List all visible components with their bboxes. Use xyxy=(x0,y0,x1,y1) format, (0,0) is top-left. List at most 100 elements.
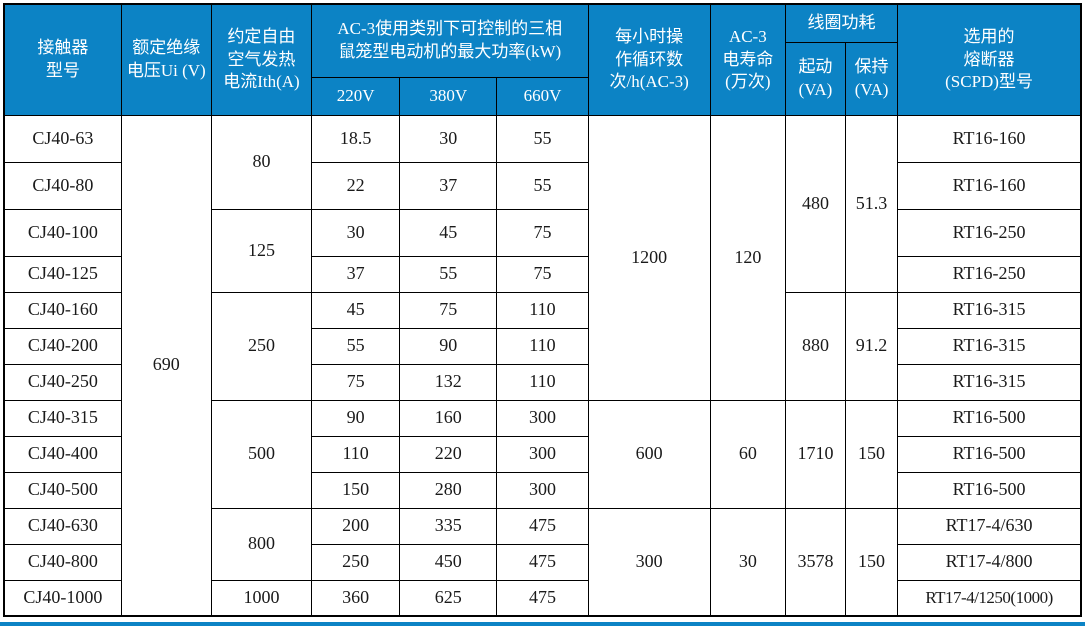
cell-p660: 475 xyxy=(496,543,589,581)
cell-p660: 475 xyxy=(496,507,589,545)
bottom-accent-rule xyxy=(0,622,1085,626)
cell-p220: 45 xyxy=(311,291,401,329)
cell-p380: 90 xyxy=(399,327,498,365)
cell-p220: 30 xyxy=(311,208,401,257)
table-row: CJ40-160 250 45 75 110 880 91.2 RT16-315 xyxy=(3,291,1082,401)
cell-p660: 55 xyxy=(496,161,589,210)
header-ac3-max-power: AC-3使用类别下可控制的三相 鼠笼型电动机的最大功率(kW) xyxy=(311,3,589,78)
cell-p660: 110 xyxy=(496,327,589,365)
cell-model: CJ40-800 xyxy=(3,543,122,581)
cell-p660: 475 xyxy=(496,579,589,617)
header-operating-cycles: 每小时操 作循环数 次/h(AC-3) xyxy=(587,3,711,116)
table-row: CJ40-1000 1000 360 625 475 RT17-4/1250(1… xyxy=(3,579,1082,617)
cell-p220: 90 xyxy=(311,399,401,437)
cell-p380: 45 xyxy=(399,208,498,257)
cell-fuse: RT17-4/800 xyxy=(897,543,1082,581)
table-row: CJ40-63 690 80 18.5 30 55 1200 120 480 5… xyxy=(3,114,1082,617)
cell-ith: 125 xyxy=(210,208,313,293)
cell-p660: 300 xyxy=(496,471,589,509)
table-row: CJ40-125 37 55 75 RT16-250 xyxy=(3,255,1082,293)
table-row: CJ40-315 500 90 160 300 600 60 1710 150 … xyxy=(3,399,1082,509)
cell-coil-start: 1710 xyxy=(784,399,847,509)
cell-fuse: RT16-250 xyxy=(897,208,1082,257)
cell-fuse: RT16-160 xyxy=(897,114,1082,163)
cell-p220: 250 xyxy=(311,543,401,581)
cell-p220: 110 xyxy=(311,435,401,473)
cell-model: CJ40-400 xyxy=(3,435,122,473)
header-220v: 220V xyxy=(311,76,401,116)
cell-p380: 55 xyxy=(399,255,498,293)
cell-model: CJ40-315 xyxy=(3,399,122,437)
table-header: 接触器 型号 额定绝缘 电压Ui (V) 约定自由 空气发热 电流Ith(A) … xyxy=(3,3,1082,116)
cell-cycles: 1200 xyxy=(587,114,711,401)
table-row: CJ40-400 110 220 300 RT16-500 xyxy=(3,435,1082,473)
cell-coil-hold: 150 xyxy=(844,399,899,509)
header-contactor-model: 接触器 型号 xyxy=(3,3,122,116)
cell-ith: 800 xyxy=(210,507,313,581)
cell-coil-start: 880 xyxy=(784,291,847,401)
cell-fuse: RT16-160 xyxy=(897,161,1082,210)
cell-fuse: RT16-500 xyxy=(897,435,1082,473)
cell-cycles: 300 xyxy=(587,507,711,617)
cell-ith: 250 xyxy=(210,291,313,401)
cell-cycles: 600 xyxy=(587,399,711,509)
cell-coil-start: 3578 xyxy=(784,507,847,617)
cell-p660: 110 xyxy=(496,291,589,329)
cell-fuse: RT17-4/630 xyxy=(897,507,1082,545)
cell-model: CJ40-630 xyxy=(3,507,122,545)
cell-p220: 75 xyxy=(311,363,401,401)
cell-fuse: RT16-250 xyxy=(897,255,1082,293)
cell-p660: 300 xyxy=(496,399,589,437)
cell-p380: 30 xyxy=(399,114,498,163)
table-body: CJ40-63 690 80 18.5 30 55 1200 120 480 5… xyxy=(3,114,1082,617)
cell-fuse: RT16-315 xyxy=(897,291,1082,329)
table-row: CJ40-200 55 90 110 RT16-315 xyxy=(3,327,1082,365)
cell-fuse: RT16-500 xyxy=(897,399,1082,437)
cell-life: 60 xyxy=(709,399,786,509)
header-660v: 660V xyxy=(496,76,589,116)
cell-fuse: RT16-500 xyxy=(897,471,1082,509)
header-fuse-type: 选用的 熔断器 (SCPD)型号 xyxy=(897,3,1082,116)
cell-model: CJ40-125 xyxy=(3,255,122,293)
cell-coil-start: 480 xyxy=(784,114,847,293)
cell-ith: 500 xyxy=(210,399,313,509)
header-electrical-life: AC-3 电寿命 (万次) xyxy=(709,3,786,116)
cell-p380: 160 xyxy=(399,399,498,437)
table-row: CJ40-500 150 280 300 RT16-500 xyxy=(3,471,1082,509)
cell-fuse: RT16-315 xyxy=(897,363,1082,401)
cell-model: CJ40-160 xyxy=(3,291,122,329)
cell-p380: 132 xyxy=(399,363,498,401)
cell-p660: 75 xyxy=(496,208,589,257)
table-row: CJ40-800 250 450 475 RT17-4/800 xyxy=(3,543,1082,581)
table-row: CJ40-100 125 30 45 75 RT16-250 xyxy=(3,208,1082,293)
header-coil-start: 起动 (VA) xyxy=(784,41,847,116)
cell-p380: 625 xyxy=(399,579,498,617)
cell-p220: 22 xyxy=(311,161,401,210)
header-row-3: 220V 380V 660V xyxy=(4,76,1081,116)
cell-fuse: RT17-4/1250(1000) xyxy=(897,579,1082,617)
cell-insulation-voltage: 690 xyxy=(120,114,212,617)
header-row-2: 起动 (VA) 保持 (VA) xyxy=(4,41,1081,116)
cell-p380: 220 xyxy=(399,435,498,473)
header-insulation-voltage: 额定绝缘 电压Ui (V) xyxy=(120,3,212,116)
cell-model: CJ40-63 xyxy=(3,114,122,163)
header-380v: 380V xyxy=(399,76,498,116)
cell-p220: 37 xyxy=(311,255,401,293)
cell-ith: 1000 xyxy=(210,579,313,617)
cell-ith: 80 xyxy=(210,114,313,210)
contactor-spec-table: 接触器 型号 额定绝缘 电压Ui (V) 约定自由 空气发热 电流Ith(A) … xyxy=(3,3,1082,617)
cell-life: 120 xyxy=(709,114,786,401)
cell-p380: 335 xyxy=(399,507,498,545)
cell-p660: 75 xyxy=(496,255,589,293)
header-row-1: 接触器 型号 额定绝缘 电压Ui (V) 约定自由 空气发热 电流Ith(A) … xyxy=(3,3,1082,116)
header-thermal-current: 约定自由 空气发热 电流Ith(A) xyxy=(210,3,313,116)
cell-model: CJ40-80 xyxy=(3,161,122,210)
cell-p660: 300 xyxy=(496,435,589,473)
cell-model: CJ40-500 xyxy=(3,471,122,509)
cell-model: CJ40-1000 xyxy=(3,579,122,617)
cell-p380: 450 xyxy=(399,543,498,581)
cell-p220: 200 xyxy=(311,507,401,545)
cell-life: 30 xyxy=(709,507,786,617)
cell-fuse: RT16-315 xyxy=(897,327,1082,365)
